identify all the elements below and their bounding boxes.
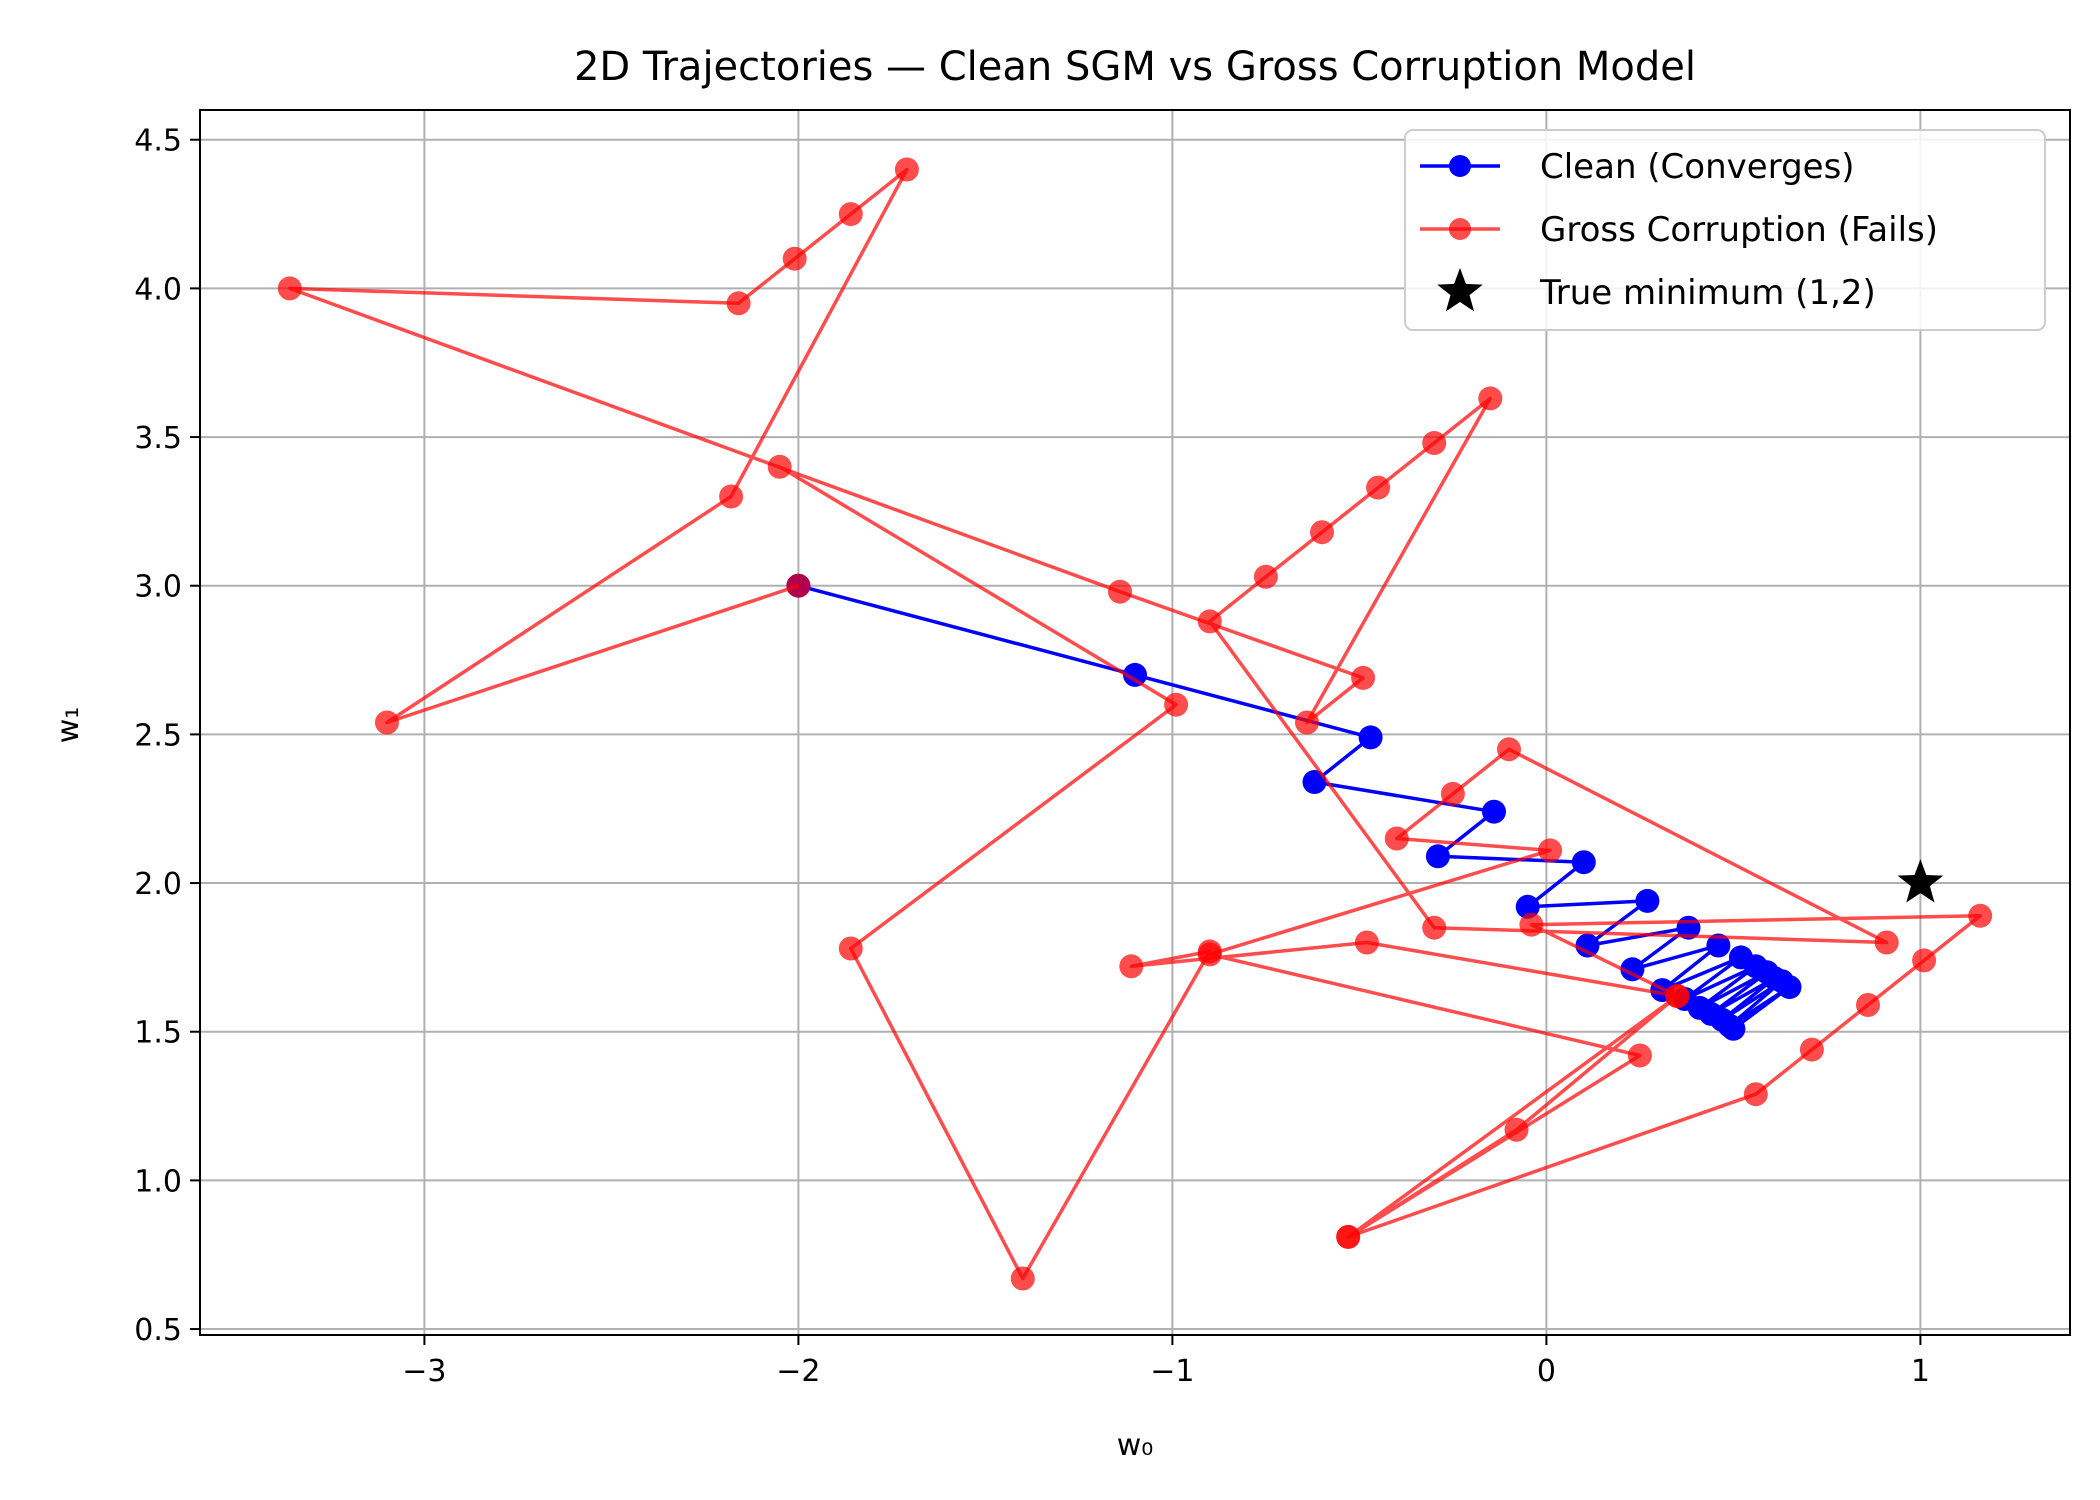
legend-label-clean: Clean (Converges) bbox=[1540, 147, 1855, 187]
data-point bbox=[1253, 564, 1278, 589]
x-tick-label: −2 bbox=[776, 1354, 820, 1389]
legend-label-corrupt: Gross Corruption (Fails) bbox=[1540, 210, 1938, 250]
data-point bbox=[1856, 993, 1880, 1017]
data-point bbox=[1440, 781, 1465, 806]
data-point bbox=[1777, 975, 1802, 1000]
x-axis-label: w₀ bbox=[1117, 1428, 1154, 1463]
y-tick-label: 4.5 bbox=[134, 124, 182, 159]
data-point bbox=[1538, 838, 1563, 863]
series-layer bbox=[277, 157, 1993, 1291]
data-point bbox=[1571, 850, 1596, 875]
data-point bbox=[1422, 915, 1447, 940]
chart-title: 2D Trajectories — Clean SGM vs Gross Cor… bbox=[574, 44, 1696, 90]
data-point bbox=[1366, 475, 1391, 500]
data-point bbox=[1968, 903, 1993, 928]
marker-layer bbox=[1897, 859, 1944, 903]
true-minimum-star-icon bbox=[1897, 859, 1944, 903]
y-tick-label: 3.5 bbox=[134, 421, 182, 456]
plot-frame bbox=[199, 109, 2071, 1336]
data-point bbox=[1384, 826, 1409, 851]
data-point bbox=[838, 202, 863, 227]
data-point bbox=[1912, 948, 1937, 973]
data-point bbox=[1504, 1117, 1529, 1142]
data-point bbox=[277, 276, 302, 301]
data-point bbox=[1425, 844, 1450, 869]
data-point bbox=[1422, 431, 1447, 455]
legend: Clean (Converges) Gross Corruption (Fail… bbox=[1404, 129, 2046, 331]
data-point bbox=[1482, 799, 1506, 824]
x-tick-label: 0 bbox=[1537, 1354, 1556, 1389]
data-point bbox=[1108, 579, 1132, 604]
data-point bbox=[726, 291, 751, 316]
data-point bbox=[1302, 770, 1327, 794]
data-point bbox=[838, 936, 863, 961]
x-tick-label: −3 bbox=[402, 1354, 446, 1389]
data-point bbox=[1799, 1037, 1824, 1062]
data-point bbox=[1354, 930, 1379, 955]
data-point bbox=[719, 484, 744, 509]
data-point bbox=[1310, 520, 1334, 545]
data-point bbox=[1295, 710, 1319, 735]
data-point bbox=[767, 454, 792, 479]
data-point bbox=[1197, 609, 1222, 634]
y-tick-label: 3.0 bbox=[134, 570, 182, 605]
data-point bbox=[1351, 665, 1376, 690]
y-tick-label: 2.5 bbox=[134, 718, 182, 753]
legend-box bbox=[1404, 129, 2046, 331]
data-point bbox=[1164, 692, 1189, 717]
y-tick-label: 1.0 bbox=[134, 1164, 182, 1199]
x-tick-label: 1 bbox=[1911, 1354, 1930, 1389]
legend-marker-clean bbox=[1449, 155, 1471, 177]
data-point bbox=[1627, 1043, 1652, 1068]
y-tick-label: 0.5 bbox=[134, 1313, 182, 1348]
data-point bbox=[1197, 939, 1222, 964]
data-point bbox=[1721, 1016, 1746, 1041]
x-tick-label: −1 bbox=[1150, 1354, 1194, 1389]
y-axis-label: w₁ bbox=[51, 707, 86, 744]
ticks: −3 −2 −1 0 1 0.5 1.0 1.5 2.0 2.5 3.0 3.5 4.0 4.5 bbox=[134, 124, 1930, 1389]
data-point bbox=[1743, 1082, 1768, 1107]
data-point bbox=[782, 246, 807, 271]
data-point bbox=[894, 157, 919, 182]
data-point bbox=[1123, 662, 1147, 687]
data-point bbox=[1575, 933, 1600, 958]
y-tick-label: 2.0 bbox=[134, 867, 182, 902]
data-point bbox=[1497, 737, 1521, 762]
series-1 bbox=[277, 157, 1993, 1291]
data-point bbox=[1665, 984, 1690, 1008]
data-point bbox=[1478, 386, 1503, 411]
legend-star-icon bbox=[1437, 268, 1483, 312]
data-point bbox=[1358, 725, 1383, 750]
data-point bbox=[1515, 894, 1540, 919]
data-point bbox=[1119, 954, 1144, 979]
data-point bbox=[1706, 933, 1731, 958]
y-tick-label: 1.5 bbox=[134, 1016, 182, 1051]
data-point bbox=[375, 710, 399, 735]
data-point bbox=[1010, 1266, 1035, 1291]
y-tick-label: 4.0 bbox=[134, 272, 182, 307]
data-point bbox=[1874, 930, 1899, 955]
data-point bbox=[786, 573, 811, 598]
data-point bbox=[1336, 1224, 1361, 1249]
legend-label-minimum: True minimum (1,2) bbox=[1539, 273, 1876, 313]
legend-marker-corrupt bbox=[1449, 218, 1471, 240]
data-point bbox=[1635, 888, 1660, 913]
data-point bbox=[1519, 912, 1544, 937]
